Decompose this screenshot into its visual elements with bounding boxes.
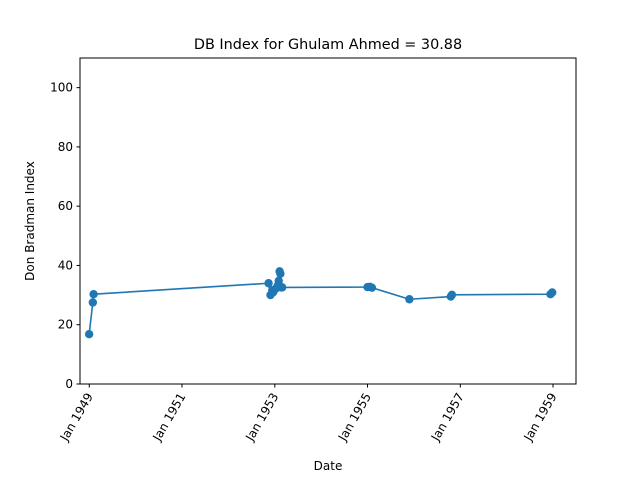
y-tick-label: 40 <box>58 258 73 272</box>
y-axis: 0 20 40 60 80 100 <box>50 81 80 391</box>
x-tick-label: Jan 1959 <box>521 391 560 445</box>
y-tick-label: 20 <box>58 318 73 332</box>
x-tick-label: Jan 1953 <box>242 391 281 445</box>
y-tick-label: 60 <box>58 199 73 213</box>
y-tick-label: 0 <box>65 377 73 391</box>
x-axis-label: Date <box>314 459 343 473</box>
data-point <box>277 283 287 292</box>
x-tick-label: Jan 1949 <box>57 391 96 445</box>
y-tick-label: 80 <box>58 140 73 154</box>
y-tick-label: 100 <box>50 81 73 95</box>
x-tick-label: Jan 1951 <box>150 391 189 445</box>
x-tick-label: Jan 1957 <box>428 391 467 445</box>
data-point <box>264 279 273 288</box>
data-point <box>447 290 457 299</box>
data-point <box>89 290 98 299</box>
y-axis-label: Don Bradman Index <box>23 161 37 281</box>
data-point <box>367 283 377 292</box>
x-axis: Jan 1949 Jan 1951 Jan 1953 Jan 1955 Jan 1957… <box>57 384 560 444</box>
series-line <box>88 270 553 335</box>
plot-frame <box>79 57 577 385</box>
data-point <box>88 298 98 307</box>
data-point <box>548 288 557 297</box>
data-point <box>276 269 285 278</box>
data-point <box>405 295 414 304</box>
data-point <box>84 330 94 339</box>
data-point <box>274 276 283 286</box>
x-tick-label: Jan 1955 <box>335 391 374 445</box>
series-points <box>84 267 557 339</box>
chart-title: DB Index for Ghulam Ahmed = 30.88 <box>194 37 462 53</box>
